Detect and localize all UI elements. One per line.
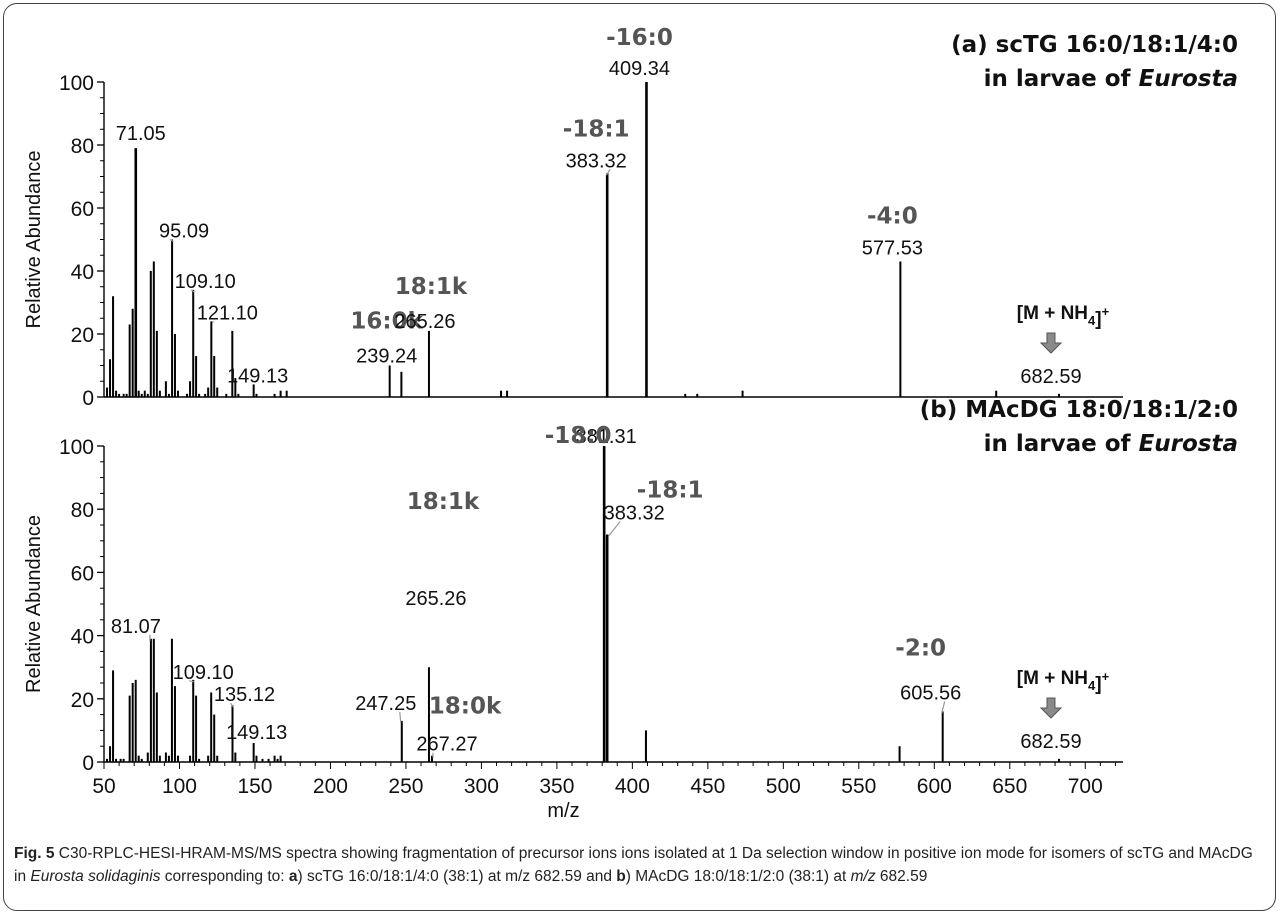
x-tick-label: 600	[917, 775, 952, 798]
y-tick-label: 60	[71, 198, 94, 221]
fragment-annotation: 18:1k	[407, 489, 480, 515]
fragment-annotation: 18:0k	[429, 694, 502, 720]
fragment-annotation: -16:0	[606, 25, 673, 51]
y-tick-label: 40	[71, 626, 94, 649]
caption-text-4: ) MAcDG 18:0/18:1/2:0 (38:1) at	[625, 868, 851, 885]
x-tick-label: 650	[992, 775, 1027, 798]
label-leader-line	[169, 239, 174, 242]
peak-label: 682.59	[1020, 366, 1081, 388]
peak-label: 577.53	[862, 238, 923, 260]
label-leader-line	[605, 169, 611, 176]
y-tick-label: 0	[82, 752, 94, 775]
peak-label: 81.07	[111, 616, 161, 638]
peak-label: 383.32	[566, 150, 627, 172]
label-leader-line	[190, 289, 195, 293]
peak-label: 247.25	[355, 693, 416, 715]
x-tick-label: 550	[841, 775, 876, 798]
caption-panel-a: a	[288, 868, 298, 885]
peak-label: 682.59	[1020, 731, 1081, 753]
peak-label: 135.12	[214, 684, 275, 706]
y-tick-label: 20	[71, 689, 94, 712]
peak-label: 95.09	[159, 221, 209, 243]
y-tick-label: 100	[59, 436, 94, 459]
caption-mz: m/z	[850, 868, 876, 885]
precursor-annotation: [M + NH4]+	[1017, 303, 1110, 330]
label-leader-line	[399, 711, 402, 723]
y-tick-label: 100	[59, 72, 94, 95]
precursor-arrow-icon	[1039, 332, 1063, 354]
panel-subtitle: in larvae of Eurosta	[984, 431, 1238, 457]
caption-fig-label: Fig. 5	[14, 845, 55, 862]
precursor-annotation: [M + NH4]+	[1017, 668, 1110, 695]
y-tick-label: 40	[71, 261, 94, 284]
peak-label: 265.26	[394, 311, 455, 333]
x-tick-label: 50	[92, 775, 115, 798]
figure-caption: Fig. 5 C30-RPLC-HESI-HRAM-MS/MS spectra …	[14, 842, 1269, 888]
peak-label: 267.27	[416, 734, 477, 756]
fragment-annotation: 16:0k	[350, 309, 423, 335]
x-axis-label: m/z	[547, 800, 579, 822]
y-tick-label: 20	[71, 324, 94, 347]
peak-label: 149.13	[226, 722, 287, 744]
fragment-annotation: 18:1k	[395, 274, 468, 300]
x-tick-label: 400	[615, 775, 650, 798]
y-tick-label: 80	[71, 499, 94, 522]
fragment-annotation: -18:1	[637, 477, 704, 503]
y-tick-label: 60	[71, 562, 94, 585]
panel-title: (b) MAcDG 18:0/18:1/2:0	[920, 397, 1238, 423]
x-tick-label: 350	[539, 775, 574, 798]
peak-label: 239.24	[356, 346, 417, 368]
label-leader-line	[941, 701, 946, 714]
peak-label: 409.34	[609, 58, 670, 80]
x-tick-label: 700	[1068, 775, 1103, 798]
peak-label: 381.31	[576, 426, 637, 448]
x-tick-label: 100	[162, 775, 197, 798]
x-tick-label: 500	[766, 775, 801, 798]
label-leader-line	[607, 521, 621, 537]
caption-text-2: corresponding to:	[160, 868, 289, 885]
fragment-annotation: -18:1	[563, 116, 630, 142]
peak-label: 71.05	[116, 123, 166, 145]
fragment-annotation: -18:0	[545, 423, 612, 449]
peak-label: 605.56	[900, 682, 961, 704]
x-tick-label: 150	[237, 775, 272, 798]
peak-label: 109.10	[175, 271, 236, 293]
peak-label: 149.13	[227, 365, 288, 387]
label-leader-line	[189, 680, 195, 683]
peak-label: 383.32	[604, 502, 665, 524]
x-tick-label: 300	[464, 775, 499, 798]
figure-frame	[3, 3, 1276, 911]
y-axis-label: Relative Abundance	[23, 151, 45, 329]
fragment-annotation: -2:0	[895, 635, 946, 661]
y-tick-label: 0	[82, 387, 94, 410]
y-tick-label: 80	[71, 135, 94, 158]
caption-species: Eurosta solidaginis	[30, 868, 161, 885]
peak-label: 265.26	[405, 588, 466, 610]
x-tick-label: 200	[313, 775, 348, 798]
caption-panel-b: b	[616, 868, 626, 885]
panel-title: (a) scTG 16:0/18:1/4:0	[951, 32, 1238, 58]
label-leader-line	[230, 702, 234, 708]
y-axis-label: Relative Abundance	[23, 515, 45, 693]
fragment-annotation: -4:0	[867, 204, 918, 230]
peak-label: 109.10	[173, 662, 234, 684]
caption-text-3: ) scTG 16:0/18:1/4:0 (38:1) at m/z 682.5…	[297, 868, 617, 885]
panel-subtitle: in larvae of Eurosta	[984, 66, 1238, 92]
peak-label: 121.10	[197, 302, 258, 324]
x-tick-label: 450	[690, 775, 725, 798]
caption-text-5: 682.59	[875, 868, 928, 885]
caption-text-1: C30-RPLC-HESI-HRAM-MS/MS spectra showing…	[14, 845, 1253, 885]
precursor-arrow-icon	[1039, 697, 1063, 719]
mass-spectra-chart: 0 20 40 60 80 100 Relative Abundance 71.05 95.09…	[23, 25, 1238, 822]
label-leader-line	[211, 321, 214, 324]
x-tick-label: 250	[388, 775, 423, 798]
